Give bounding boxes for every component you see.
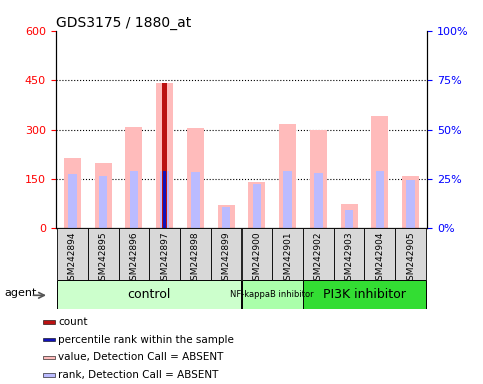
- Bar: [126, 127, 142, 228]
- Text: control: control: [128, 288, 171, 301]
- Bar: [248, 182, 265, 228]
- Text: GSM242902: GSM242902: [314, 231, 323, 286]
- Text: GSM242905: GSM242905: [406, 231, 415, 286]
- Text: value, Detection Call = ABSENT: value, Detection Call = ABSENT: [58, 353, 224, 362]
- Bar: [402, 176, 419, 228]
- Bar: [88, 228, 118, 280]
- Bar: [222, 207, 230, 228]
- Bar: [406, 180, 415, 228]
- Bar: [211, 228, 242, 280]
- Bar: [180, 228, 211, 280]
- Text: count: count: [58, 317, 87, 327]
- Text: agent: agent: [4, 288, 37, 298]
- Bar: [68, 174, 77, 228]
- Text: rank, Detection Call = ABSENT: rank, Detection Call = ABSENT: [58, 370, 218, 380]
- Bar: [365, 228, 395, 280]
- Bar: [187, 128, 204, 228]
- Bar: [160, 171, 169, 228]
- Bar: [341, 204, 357, 228]
- Bar: [303, 280, 426, 309]
- Text: percentile rank within the sample: percentile rank within the sample: [58, 334, 234, 344]
- Bar: [314, 173, 323, 228]
- Bar: [99, 176, 108, 228]
- Bar: [64, 157, 81, 228]
- Text: GSM242894: GSM242894: [68, 231, 77, 286]
- Text: GSM242898: GSM242898: [191, 231, 200, 286]
- Bar: [284, 171, 292, 228]
- Bar: [43, 338, 55, 341]
- Bar: [375, 171, 384, 228]
- Text: PI3K inhibitor: PI3K inhibitor: [323, 288, 406, 301]
- Bar: [395, 228, 426, 280]
- Bar: [303, 228, 334, 280]
- Bar: [43, 320, 55, 324]
- Text: GSM242900: GSM242900: [253, 231, 261, 286]
- Text: GDS3175 / 1880_at: GDS3175 / 1880_at: [56, 16, 191, 30]
- Bar: [57, 228, 88, 280]
- Text: GSM242904: GSM242904: [375, 231, 384, 286]
- Text: GSM242901: GSM242901: [283, 231, 292, 286]
- Bar: [242, 280, 303, 309]
- Bar: [345, 210, 354, 228]
- Text: GSM242903: GSM242903: [344, 231, 354, 286]
- Bar: [43, 373, 55, 377]
- Text: GSM242899: GSM242899: [222, 231, 230, 286]
- Text: GSM242896: GSM242896: [129, 231, 139, 286]
- Bar: [149, 228, 180, 280]
- Bar: [334, 228, 365, 280]
- Bar: [191, 172, 199, 228]
- Bar: [95, 162, 112, 228]
- Bar: [43, 356, 55, 359]
- Bar: [118, 228, 149, 280]
- Bar: [218, 205, 235, 228]
- Text: GSM242895: GSM242895: [99, 231, 108, 286]
- Bar: [162, 83, 168, 228]
- Bar: [310, 130, 327, 228]
- Bar: [57, 280, 242, 309]
- Bar: [272, 228, 303, 280]
- Bar: [253, 184, 261, 228]
- Text: GSM242897: GSM242897: [160, 231, 169, 286]
- Bar: [163, 171, 166, 228]
- Bar: [129, 171, 138, 228]
- Bar: [279, 124, 296, 228]
- Bar: [242, 228, 272, 280]
- Bar: [371, 116, 388, 228]
- Bar: [156, 83, 173, 228]
- Text: NF-kappaB inhibitor: NF-kappaB inhibitor: [230, 290, 314, 299]
